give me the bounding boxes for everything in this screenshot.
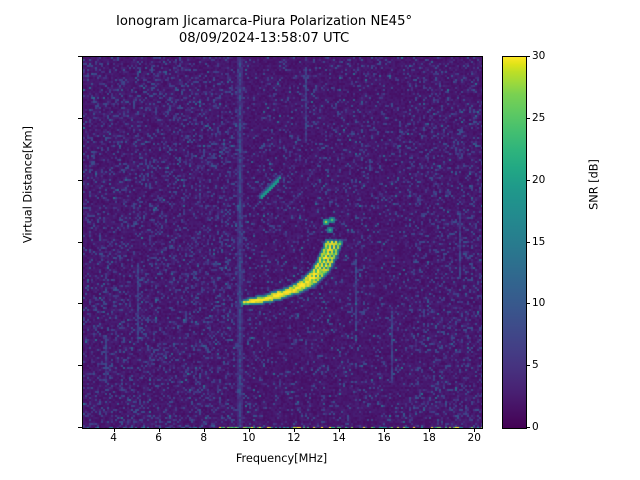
colorbar — [502, 56, 527, 429]
x-tick-label: 10 — [242, 432, 256, 444]
y-tick-mark — [78, 56, 82, 57]
colorbar-tick-label: 0 — [532, 421, 539, 433]
x-tick-mark — [203, 428, 205, 432]
x-tick-label: 12 — [287, 432, 301, 444]
x-tick-mark — [293, 428, 295, 432]
x-axis-label: Frequency[MHz] — [235, 452, 328, 465]
colorbar-tick-mark — [526, 303, 530, 305]
colorbar-tick-label: 10 — [532, 297, 546, 310]
ionogram-heatmap-canvas — [83, 57, 482, 428]
y-tick-mark — [78, 303, 82, 305]
y-tick-mark — [78, 427, 82, 428]
ionogram-plot-area — [82, 56, 483, 429]
x-tick-label: 6 — [155, 432, 162, 444]
colorbar-tick-mark — [526, 365, 530, 367]
colorbar-tick-mark — [526, 179, 530, 181]
colorbar-tick-label: 20 — [532, 173, 546, 186]
x-tick-mark — [384, 428, 386, 432]
colorbar-tick-mark — [526, 117, 530, 119]
colorbar-tick-label: 15 — [532, 235, 546, 248]
y-tick-mark — [78, 179, 82, 181]
x-tick-label: 8 — [200, 432, 208, 444]
x-tick-label: 4 — [110, 432, 117, 444]
x-tick-label: 18 — [422, 432, 436, 444]
colorbar-tick-label: 30 — [532, 50, 546, 62]
colorbar-tick-label: 25 — [532, 111, 546, 124]
colorbar-tick-mark — [526, 427, 530, 428]
figure-title: Ionogram Jicamarca-Piura Polarization NE… — [115, 14, 413, 46]
y-axis-label: Virtual Distance[Km] — [21, 125, 35, 244]
x-tick-mark — [429, 428, 431, 432]
x-tick-label: 20 — [467, 432, 481, 444]
y-tick-mark — [78, 241, 82, 243]
x-tick-mark — [113, 428, 115, 432]
colorbar-tick-mark — [526, 56, 530, 57]
x-tick-label: 14 — [332, 432, 346, 444]
colorbar-label: SNR [dB] — [587, 159, 601, 210]
x-tick-mark — [248, 428, 250, 432]
x-tick-mark — [158, 428, 160, 432]
x-tick-mark — [474, 428, 476, 432]
y-tick-mark — [78, 365, 82, 367]
x-tick-mark — [338, 428, 340, 432]
colorbar-tick-label: 5 — [532, 359, 539, 372]
colorbar-tick-mark — [526, 241, 530, 243]
y-tick-mark — [78, 117, 82, 119]
x-tick-label: 16 — [377, 432, 391, 444]
